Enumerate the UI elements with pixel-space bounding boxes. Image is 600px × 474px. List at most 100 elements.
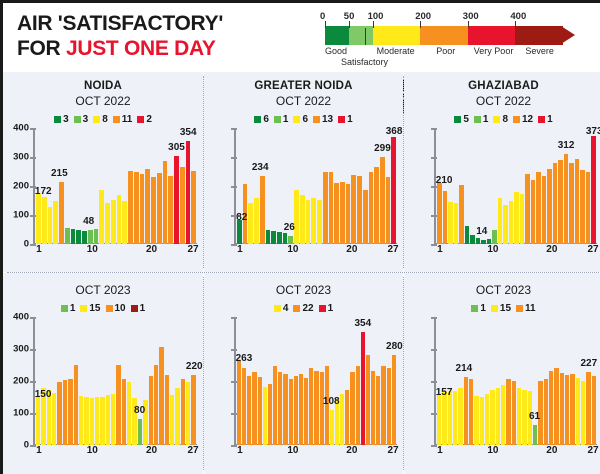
legend-count: 6 bbox=[302, 114, 308, 125]
plot-area: 1 10 20 27 157 214 61 227 bbox=[431, 317, 599, 463]
bar bbox=[522, 389, 527, 445]
bar bbox=[105, 203, 110, 244]
x-tick-label-10: 10 bbox=[487, 244, 499, 255]
legend-swatch-icon bbox=[293, 305, 301, 312]
bar-value-callout: 220 bbox=[185, 360, 203, 372]
bar bbox=[365, 354, 371, 445]
bar bbox=[309, 368, 314, 445]
bar bbox=[340, 393, 345, 445]
bar-value-callout: 26 bbox=[283, 222, 295, 234]
bar bbox=[84, 397, 89, 445]
bar bbox=[319, 372, 324, 445]
bar-series bbox=[237, 317, 396, 445]
bar bbox=[357, 175, 362, 244]
aqi-segment-poor bbox=[420, 26, 468, 45]
bar bbox=[448, 201, 453, 244]
x-axis-labels: 1 10 20 27 bbox=[237, 445, 398, 456]
plot-area: 0 100 200 300 400 1 10 20 27 150 80 220 bbox=[13, 312, 202, 463]
aqi-label-severe: Severe bbox=[525, 46, 554, 56]
legend-item-severe: 1 bbox=[130, 303, 145, 314]
bar bbox=[282, 232, 288, 244]
bar bbox=[591, 376, 596, 445]
y-tick-200 bbox=[30, 186, 36, 188]
y-tick-label-0: 0 bbox=[23, 439, 29, 451]
legend-count: 1 bbox=[282, 114, 289, 125]
aqi-tickmark-0 bbox=[325, 21, 326, 28]
aqi-tick-100: 100 bbox=[367, 11, 384, 22]
bar bbox=[334, 182, 339, 244]
bar bbox=[278, 372, 283, 445]
bar-value-callout: 280 bbox=[386, 341, 403, 353]
bar-value-callout: 214 bbox=[455, 362, 473, 374]
bar-value-callout: 80 bbox=[134, 405, 146, 417]
bar bbox=[575, 378, 580, 445]
legend-item-moderate: 8 bbox=[93, 114, 108, 125]
bar-value-callout: 210 bbox=[435, 175, 453, 187]
bar bbox=[532, 425, 538, 445]
bar bbox=[447, 390, 452, 445]
aqi-segment-satisfactory bbox=[348, 26, 373, 45]
bar bbox=[345, 183, 351, 244]
legend-item-satisfactory: 1 bbox=[60, 303, 75, 314]
bar bbox=[586, 372, 591, 445]
chart-panel-noida-2023: OCT 2023 1 15 10 1 0 100 200 300 400 1 10 20 27 150 80 2… bbox=[3, 273, 203, 474]
legend-count: 10 bbox=[114, 303, 126, 314]
x-tick-label-10: 10 bbox=[287, 244, 299, 255]
x-tick-label-1: 1 bbox=[437, 244, 443, 255]
x-tick-label-20: 20 bbox=[546, 244, 558, 255]
legend-item-poor: 22 bbox=[293, 303, 314, 314]
legend-item-poor: 11 bbox=[516, 303, 536, 314]
bar bbox=[169, 395, 175, 445]
bar bbox=[548, 370, 554, 445]
bar bbox=[259, 176, 265, 244]
bar bbox=[36, 194, 41, 244]
legend-item-very-poor: 2 bbox=[137, 114, 152, 125]
bar bbox=[497, 198, 503, 244]
bar bbox=[508, 200, 514, 244]
y-tick-400 bbox=[231, 317, 237, 319]
aqi-tickmark-100 bbox=[372, 21, 374, 28]
legend-swatch-icon bbox=[473, 116, 481, 123]
legend-swatch-icon bbox=[538, 116, 546, 123]
x-tick-label-20: 20 bbox=[346, 244, 358, 255]
legend-count: 1 bbox=[347, 114, 353, 125]
bar bbox=[492, 230, 497, 244]
bar bbox=[294, 190, 299, 244]
bar bbox=[452, 391, 458, 445]
title-highlight-text: JUST ONE DAY bbox=[65, 37, 216, 60]
aqi-scale-ticks: 0 50 100 200 300 400 bbox=[320, 11, 593, 24]
aqi-label-moderate: Moderate bbox=[376, 46, 415, 56]
bar bbox=[41, 196, 47, 244]
aqi-label-poor: Poor bbox=[436, 46, 456, 56]
aqi-segment-severe bbox=[515, 26, 563, 45]
y-tick-100 bbox=[431, 215, 437, 217]
bar bbox=[257, 377, 262, 445]
bar bbox=[442, 190, 448, 244]
bar bbox=[368, 172, 374, 244]
legend-count: 6 bbox=[263, 114, 269, 125]
legend-swatch-icon bbox=[93, 116, 101, 123]
bar bbox=[137, 419, 143, 445]
bar bbox=[305, 199, 311, 244]
y-tick-label-0: 0 bbox=[23, 238, 29, 250]
bar bbox=[185, 141, 191, 244]
chart-panel-noida-2022: NOIDA OCT 2022 3 3 8 11 2 0 100 200 300 400 1 10 20 27 1… bbox=[3, 72, 203, 272]
panel-separator-vertical-1 bbox=[203, 76, 204, 268]
bar bbox=[283, 373, 288, 445]
title-for-text: FOR bbox=[17, 37, 66, 60]
x-tick-label-1: 1 bbox=[237, 244, 243, 255]
bar bbox=[564, 375, 570, 445]
aqi-tick-300: 300 bbox=[462, 11, 479, 22]
bar bbox=[70, 228, 76, 244]
x-tick-label-20: 20 bbox=[546, 445, 558, 456]
bar bbox=[299, 195, 305, 244]
bar-series bbox=[36, 128, 196, 244]
aqi-label-satisfactory: Satisfactory bbox=[341, 57, 389, 67]
bar bbox=[314, 370, 319, 445]
plot-area: 1 10 20 27 263 108 354 280 bbox=[231, 317, 403, 463]
charts-grid: NOIDA OCT 2022 3 3 8 11 2 0 100 200 300 400 1 10 20 27 1… bbox=[3, 72, 600, 474]
bar bbox=[385, 177, 391, 244]
bar-value-callout: 368 bbox=[385, 126, 403, 137]
bar bbox=[470, 235, 475, 244]
legend-count: 15 bbox=[499, 303, 512, 314]
